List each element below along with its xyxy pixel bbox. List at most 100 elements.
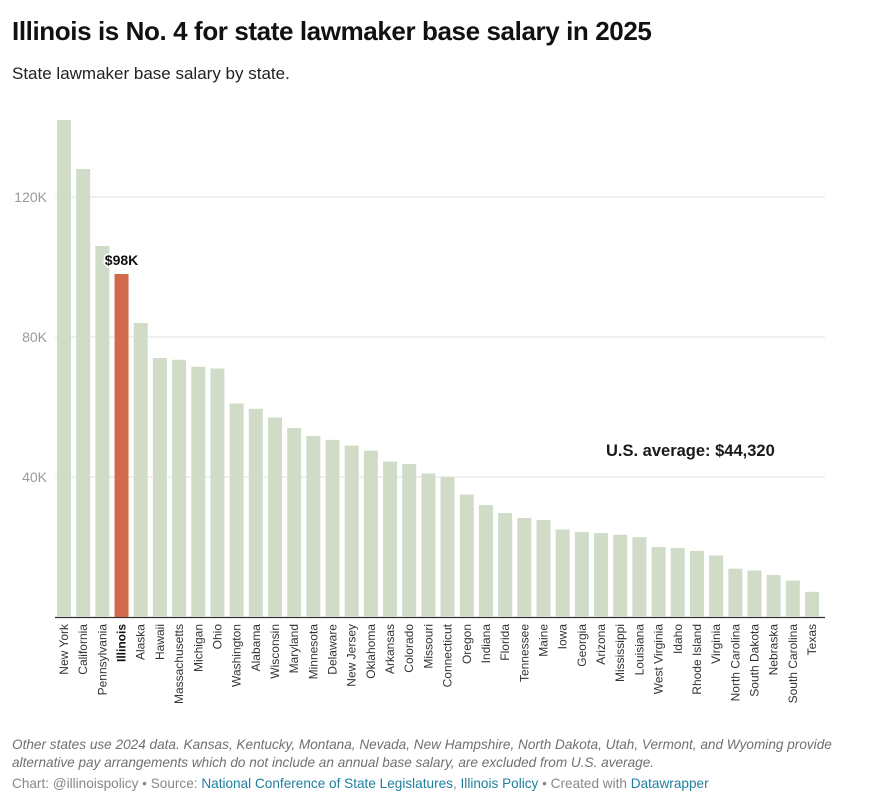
x-tick-label: Louisiana	[632, 624, 646, 676]
bar	[478, 505, 493, 617]
x-tick-label: Tennessee	[517, 624, 531, 682]
y-tick-label: 40K	[22, 469, 48, 485]
x-tick-label: Georgia	[575, 624, 589, 667]
us-average-annotation: U.S. average: $44,320	[606, 442, 775, 460]
bar	[498, 513, 513, 617]
x-tick-label: Iowa	[556, 624, 570, 650]
x-tick-label: Minnesota	[306, 624, 320, 680]
bar	[287, 428, 302, 617]
x-tick-label: Michigan	[191, 624, 205, 672]
annotations: $98K U.S. average: $44,320	[103, 251, 775, 460]
bar	[440, 477, 455, 617]
bar	[306, 436, 321, 617]
created-prefix: Created with	[550, 776, 631, 791]
bar	[248, 408, 263, 617]
bar	[670, 548, 685, 617]
x-tick-label: Idaho	[671, 624, 685, 654]
chart-title: Illinois is No. 4 for state lawmaker bas…	[12, 16, 652, 46]
source-link-illinois-policy[interactable]: Illinois Policy	[460, 776, 539, 791]
bar	[363, 450, 378, 617]
bar	[114, 274, 129, 617]
bar	[344, 445, 359, 617]
x-tick-label: Colorado	[402, 624, 416, 673]
bar	[632, 537, 647, 617]
bar	[152, 358, 167, 617]
bar	[747, 570, 762, 617]
x-tick-label: Maryland	[287, 624, 301, 673]
x-tick-label: Nebraska	[767, 624, 781, 676]
bar	[709, 555, 724, 617]
bar	[805, 591, 820, 617]
bar	[229, 403, 244, 617]
bar	[267, 417, 282, 617]
bar	[613, 534, 628, 617]
x-tick-label: Rhode Island	[690, 624, 704, 695]
x-tick-label: Ohio	[210, 624, 224, 650]
x-tick-label: Maine	[537, 624, 551, 657]
bar	[383, 461, 398, 617]
bar	[536, 520, 551, 617]
bar	[191, 366, 206, 617]
source-link-ncsl[interactable]: National Conference of State Legislature…	[201, 776, 453, 791]
bar	[555, 529, 570, 617]
x-tick-label: South Dakota	[747, 624, 761, 697]
x-tick-label: Virginia	[709, 624, 723, 664]
x-tick-label: Mississippi	[613, 624, 627, 682]
category-labels: New York California Pennsylvania Illinois Al…	[57, 623, 819, 704]
x-tick-label: Oregon	[460, 624, 474, 664]
x-tick-label: Florida	[498, 624, 512, 661]
bar	[95, 246, 110, 617]
bar	[402, 464, 417, 617]
bar	[574, 531, 589, 617]
x-tick-label: Arkansas	[383, 624, 397, 674]
x-tick-label: Hawaii	[153, 624, 167, 660]
x-tick-label: Oklahoma	[364, 624, 378, 679]
x-tick-label: Texas	[805, 624, 819, 655]
bar	[133, 323, 148, 617]
bar	[785, 580, 800, 617]
x-tick-label: South Carolina	[786, 624, 800, 704]
bars	[57, 120, 820, 617]
bar	[651, 547, 666, 617]
x-tick-label: West Virginia	[652, 624, 666, 695]
bar	[76, 169, 91, 617]
separator: •	[538, 776, 551, 791]
y-tick-label: 120K	[14, 189, 47, 205]
bar	[689, 550, 704, 617]
source-comma: ,	[452, 776, 461, 791]
x-tick-label: Alabama	[249, 624, 263, 672]
x-tick-label: Washington	[230, 624, 244, 687]
x-tick-label: California	[76, 624, 90, 675]
separator: •	[138, 776, 151, 791]
chart-notes: Other states use 2024 data. Kansas, Kent…	[12, 737, 832, 770]
bar	[766, 575, 781, 617]
bar	[325, 439, 340, 617]
highlight-value-label: $98K	[105, 252, 138, 268]
x-tick-label: Illinois	[115, 624, 129, 662]
x-tick-label: New Jersey	[345, 624, 359, 687]
x-tick-label: Alaska	[134, 624, 148, 660]
bar	[517, 517, 532, 617]
bar	[728, 568, 743, 617]
x-tick-label: New York	[57, 623, 71, 675]
x-tick-label: North Carolina	[728, 624, 742, 702]
x-tick-label: Delaware	[326, 624, 340, 675]
bar	[459, 494, 474, 617]
x-tick-label: Pennsylvania	[95, 624, 109, 696]
x-tick-label: Connecticut	[441, 623, 455, 687]
bar	[57, 120, 71, 617]
x-tick-label: Massachusetts	[172, 624, 186, 704]
x-tick-label: Wisconsin	[268, 624, 282, 679]
gridlines: 40K 80K 120K	[14, 189, 825, 619]
y-tick-label: 80K	[22, 329, 48, 345]
datawrapper-link[interactable]: Datawrapper	[630, 776, 709, 791]
bar	[594, 533, 609, 617]
x-tick-label: Arizona	[594, 624, 608, 665]
bar-chart: 40K 80K 120K New York California Pennsylvani…	[14, 120, 825, 704]
bar	[421, 473, 436, 617]
x-tick-label: Missouri	[421, 624, 435, 669]
chart-credit: Chart: @illinoispolicy	[12, 776, 139, 791]
x-tick-label: Indiana	[479, 624, 493, 664]
bar	[210, 368, 225, 617]
chart-subtitle: State lawmaker base salary by state.	[12, 64, 290, 83]
